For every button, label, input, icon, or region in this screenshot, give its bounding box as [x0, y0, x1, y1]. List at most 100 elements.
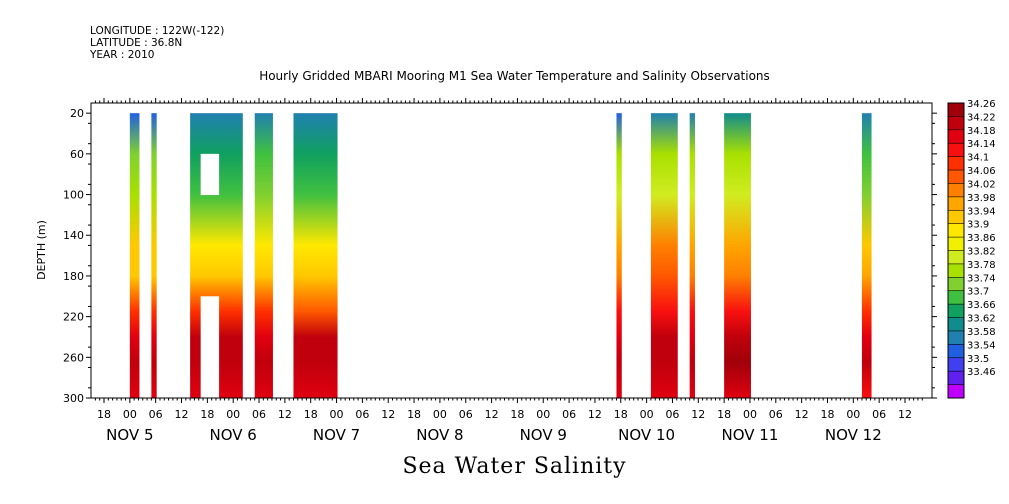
- data-column: [861, 113, 872, 398]
- colorbar-swatch: [948, 103, 964, 117]
- colorbar-swatch: [948, 237, 964, 251]
- x-tick-label: 06: [459, 408, 473, 421]
- x-tick-label: 18: [200, 408, 214, 421]
- x-tick-label: 12: [485, 408, 499, 421]
- data-column: [616, 113, 622, 398]
- colorbar-label: 33.5: [967, 354, 989, 365]
- colorbar-label: 34.18: [967, 126, 996, 137]
- data-column: [689, 113, 695, 398]
- data-column: [650, 113, 678, 398]
- x-tick-label: 00: [226, 408, 240, 421]
- colorbar-swatch: [948, 156, 964, 171]
- latitude-label: LATITUDE : 36.8N: [90, 37, 183, 49]
- colorbar-swatch: [948, 263, 964, 278]
- missing-data-gap: [200, 296, 220, 399]
- x-tick-label: 00: [536, 408, 550, 421]
- colorbar-label: 33.58: [967, 327, 996, 338]
- colorbar: 34.26 34.22 34.18 34.14 34.1 34.06 34.02 33.98 3…: [947, 99, 996, 399]
- colorbar-label: 33.74: [967, 273, 996, 284]
- missing-data-gap: [200, 153, 220, 196]
- x-day-label: NOV 8: [416, 426, 463, 444]
- x-tick-label: 18: [717, 408, 731, 421]
- data-column: [254, 113, 273, 398]
- year-label: YEAR : 2010: [90, 49, 155, 61]
- data-column: [293, 113, 338, 398]
- colorbar-swatch: [948, 344, 964, 359]
- x-tick-label: 18: [510, 408, 524, 421]
- x-tick-label: 06: [872, 408, 886, 421]
- x-tick-label: 06: [252, 408, 266, 421]
- colorbar-label: 34.26: [967, 99, 996, 110]
- x-tick-label: 06: [355, 408, 369, 421]
- x-tick-label: 18: [407, 408, 421, 421]
- x-tick-label: 12: [898, 408, 912, 421]
- data-column: [129, 113, 140, 398]
- colorbar-label: 33.86: [967, 233, 996, 244]
- colorbar-label: 33.78: [967, 260, 996, 271]
- colorbar-label: 34.02: [967, 179, 996, 190]
- x-tick-label: 00: [743, 408, 757, 421]
- x-tick-label: 12: [175, 408, 189, 421]
- x-tick-label: 06: [665, 408, 679, 421]
- x-tick-label: 06: [562, 408, 576, 421]
- colorbar-label: 33.94: [967, 206, 996, 217]
- colorbar-label: 33.66: [967, 300, 996, 311]
- colorbar-swatch: [948, 330, 964, 345]
- colorbar-label: 34.06: [967, 166, 996, 177]
- colorbar-swatch: [948, 304, 964, 318]
- x-tick-label: 18: [614, 408, 628, 421]
- colorbar-swatch: [948, 210, 964, 224]
- x-day-label: NOV 11: [722, 426, 779, 444]
- colorbar-swatch: [948, 371, 964, 385]
- y-tick-label: 180: [63, 270, 84, 283]
- colorbar-swatch: [948, 384, 964, 399]
- x-tick-label: 00: [123, 408, 137, 421]
- x-tick-label: 00: [846, 408, 860, 421]
- colorbar-label: 33.9: [967, 220, 989, 231]
- chart-title: Hourly Gridded MBARI Mooring M1 Sea Wate…: [259, 69, 770, 83]
- x-day-label: NOV 9: [520, 426, 567, 444]
- x-day-label: NOV 12: [825, 426, 882, 444]
- colorbar-swatch: [948, 290, 964, 305]
- x-tick-label: 12: [588, 408, 602, 421]
- colorbar-swatch: [948, 143, 964, 157]
- data-layer: [129, 113, 872, 399]
- colorbar-swatch: [948, 277, 964, 292]
- colorbar-label: 34.14: [967, 139, 996, 150]
- x-tick-label: 12: [795, 408, 809, 421]
- y-tick-label: 220: [63, 311, 84, 324]
- x-tick-label: 06: [769, 408, 783, 421]
- y-tick-label: 300: [63, 392, 84, 405]
- x-tick-label: 18: [820, 408, 834, 421]
- plot-border: [90, 102, 933, 399]
- colorbar-label: 33.46: [967, 367, 996, 378]
- x-tick-label: 18: [97, 408, 111, 421]
- axes-layer: 20 60 100 140 180 220 260 300 DEPTH (m) 18 00 06 12 1…: [35, 98, 937, 444]
- x-tick-label: 00: [640, 408, 654, 421]
- colorbar-swatch: [948, 129, 964, 144]
- colorbar-swatch: [948, 250, 964, 265]
- data-column: [724, 113, 751, 398]
- colorbar-label: 33.54: [967, 340, 996, 351]
- colorbar-label: 33.82: [967, 247, 996, 258]
- colorbar-label: 33.62: [967, 314, 996, 325]
- colorbar-label: 33.7: [967, 287, 989, 298]
- x-tick-label: 12: [381, 408, 395, 421]
- y-tick-label: 20: [70, 107, 84, 120]
- x-day-label: NOV 10: [618, 426, 675, 444]
- y-tick-label: 260: [63, 351, 84, 364]
- colorbar-swatch: [948, 223, 964, 238]
- x-tick-label: 00: [330, 408, 344, 421]
- y-tick-label: 140: [63, 229, 84, 242]
- data-column: [151, 113, 157, 398]
- x-tick-label: 18: [304, 408, 318, 421]
- x-day-label: NOV 7: [313, 426, 360, 444]
- colorbar-swatch: [948, 357, 964, 372]
- y-axis-label: DEPTH (m): [35, 220, 48, 280]
- x-tick-label: 12: [278, 408, 292, 421]
- x-day-label: NOV 5: [106, 426, 153, 444]
- plot-frame: [90, 102, 933, 399]
- colorbar-swatch: [948, 183, 964, 198]
- colorbar-label: 34.22: [967, 112, 996, 123]
